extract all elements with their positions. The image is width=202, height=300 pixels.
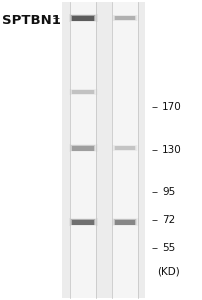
Bar [72, 16, 94, 20]
Text: --: -- [152, 145, 159, 155]
Bar [115, 146, 135, 150]
Bar [72, 220, 94, 224]
Text: 130: 130 [162, 145, 182, 155]
Text: --: -- [152, 102, 159, 112]
Text: (KD): (KD) [157, 266, 180, 276]
Text: --: -- [152, 243, 159, 253]
Bar [70, 219, 96, 225]
Bar [114, 219, 136, 225]
Bar [112, 218, 139, 226]
Bar [62, 2, 145, 298]
Bar [71, 145, 95, 151]
Bar [71, 219, 95, 225]
Text: 95: 95 [162, 187, 175, 197]
Bar [114, 146, 136, 150]
Bar [112, 2, 138, 298]
Bar [72, 90, 94, 94]
Bar [113, 15, 137, 21]
Bar [72, 146, 94, 151]
Bar [70, 145, 96, 151]
Bar [70, 2, 96, 298]
Bar [115, 16, 135, 20]
Bar [68, 89, 98, 95]
Text: 72: 72 [162, 215, 175, 225]
Bar [112, 15, 139, 21]
Bar [113, 219, 137, 225]
Bar [68, 14, 98, 22]
Bar [70, 89, 96, 94]
Bar [68, 144, 98, 152]
Bar [112, 145, 139, 151]
Text: SPTBN1: SPTBN1 [2, 14, 61, 27]
Bar [71, 15, 95, 21]
Bar [71, 90, 95, 94]
Text: --: -- [52, 13, 60, 23]
Bar [114, 16, 136, 20]
Text: 55: 55 [162, 243, 175, 253]
Bar [115, 220, 135, 224]
Bar [113, 146, 137, 151]
Bar [70, 15, 96, 21]
Text: --: -- [152, 215, 159, 225]
Text: --: -- [152, 187, 159, 197]
Bar [68, 218, 98, 226]
Text: 170: 170 [162, 102, 182, 112]
